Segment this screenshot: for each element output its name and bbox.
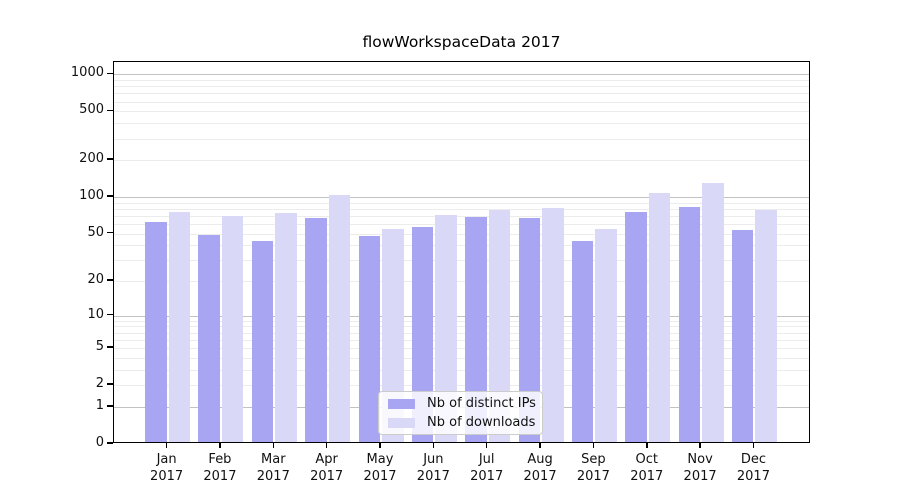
x-tickmark-sep: [592, 443, 595, 448]
x-tick-label-dec: Dec 2017: [736, 452, 770, 484]
bar-downloads-dec: [755, 209, 777, 442]
bar-downloads-aug: [542, 207, 564, 442]
bar-downloads-sep: [595, 228, 617, 442]
bar-distinct-ips-aug: [518, 217, 541, 442]
y-tick-label-1000: 1000: [70, 65, 104, 81]
y-tick-label-0: 0: [95, 435, 104, 450]
y-tickmark-0: [107, 442, 113, 444]
bar-distinct-ips-sep: [571, 240, 594, 442]
bar-distinct-ips-mar: [251, 240, 274, 442]
gridline-minor-700: [114, 93, 809, 95]
y-tickmark-200: [107, 158, 113, 160]
y-tick-label-10: 10: [87, 306, 104, 322]
x-tick-label-nov: Nov 2017: [683, 452, 717, 484]
bar-distinct-ips-jul: [465, 217, 487, 442]
y-tickmark-2: [107, 383, 113, 385]
y-tickmark-5: [107, 346, 113, 348]
y-tick-label-5: 5: [95, 339, 104, 355]
gridline-minor-300: [114, 138, 809, 140]
y-tick-label-20: 20: [87, 272, 104, 288]
x-tick-label-sep: Sep 2017: [576, 452, 610, 484]
x-tick-label-jun: Jun 2017: [416, 452, 450, 484]
bar-distinct-ips-may: [358, 235, 380, 442]
x-tick-label-may: May 2017: [363, 452, 397, 484]
bar-distinct-ips-jan: [145, 222, 167, 442]
plot-area: [113, 61, 810, 443]
x-tickmark-jan: [165, 443, 168, 448]
gridline-minor-600: [114, 101, 809, 103]
legend-swatch-downloads: [388, 417, 415, 428]
gridline-minor-200: [114, 160, 809, 162]
y-tick-label-50: 50: [87, 224, 104, 240]
y-tickmark-1000: [107, 72, 113, 75]
x-tick-label-feb: Feb 2017: [203, 452, 237, 484]
x-tick-label-aug: Aug 2017: [523, 452, 557, 484]
x-tickmark-may: [379, 443, 381, 448]
gridline-minor-800: [114, 86, 809, 88]
legend-label-distinct-ips: Nb of distinct IPs: [427, 396, 536, 411]
legend-item-distinct-ips: Nb of distinct IPs: [379, 396, 542, 411]
legend-swatch-distinct-ips: [388, 398, 415, 409]
gridline-minor-400: [114, 123, 809, 125]
bar-downloads-apr: [328, 195, 351, 442]
y-tickmark-50: [107, 231, 113, 234]
x-tick-label-apr: Apr 2017: [310, 452, 344, 484]
y-tick-label-500: 500: [79, 102, 104, 118]
bar-distinct-ips-feb: [198, 234, 220, 442]
y-tickmark-100: [107, 195, 113, 197]
y-tick-label-100: 100: [79, 188, 104, 204]
gridline-minor-500: [114, 111, 809, 113]
x-tickmark-mar: [272, 443, 275, 448]
y-tick-label-200: 200: [79, 151, 104, 167]
x-tickmark-feb: [219, 443, 221, 448]
x-tickmark-jun: [432, 443, 435, 448]
y-tickmark-10: [107, 313, 113, 316]
bar-downloads-feb: [221, 216, 244, 442]
gridline-minor-900: [114, 79, 809, 81]
x-tickmark-apr: [325, 443, 328, 448]
bar-distinct-ips-apr: [305, 217, 327, 442]
bar-distinct-ips-jun: [411, 226, 434, 442]
y-tick-label-2: 2: [95, 376, 104, 392]
bar-downloads-jan: [168, 212, 191, 442]
bar-downloads-may: [382, 228, 404, 442]
x-tickmark-nov: [699, 443, 701, 448]
bar-distinct-ips-nov: [678, 206, 701, 442]
gridline-major-1000: [114, 74, 809, 76]
bar-downloads-jul: [488, 209, 511, 442]
x-tickmark-oct: [645, 443, 648, 448]
legend-label-downloads: Nb of downloads: [427, 415, 536, 430]
x-tick-label-jan: Jan 2017: [150, 452, 184, 484]
x-tickmark-jul: [485, 443, 488, 448]
chart-title: flowWorkspaceData 2017: [362, 33, 561, 51]
bar-downloads-nov: [702, 183, 724, 442]
x-tick-label-oct: Oct 2017: [630, 452, 664, 484]
x-tick-label-mar: Mar 2017: [256, 452, 290, 484]
x-tickmark-aug: [539, 443, 541, 448]
bar-distinct-ips-oct: [625, 212, 647, 442]
legend: Nb of distinct IPs Nb of downloads: [378, 391, 543, 435]
legend-item-downloads: Nb of downloads: [379, 415, 542, 430]
x-tick-label-jul: Jul 2017: [470, 452, 504, 484]
y-tick-label-1: 1: [95, 397, 104, 413]
bar-downloads-jun: [435, 215, 457, 442]
bar-downloads-oct: [648, 192, 671, 442]
bar-distinct-ips-dec: [731, 229, 754, 442]
y-tickmark-20: [107, 279, 113, 281]
x-tickmark-dec: [752, 443, 755, 448]
bar-downloads-mar: [275, 213, 297, 442]
y-tickmark-1: [107, 405, 113, 407]
y-tickmark-500: [107, 109, 113, 112]
